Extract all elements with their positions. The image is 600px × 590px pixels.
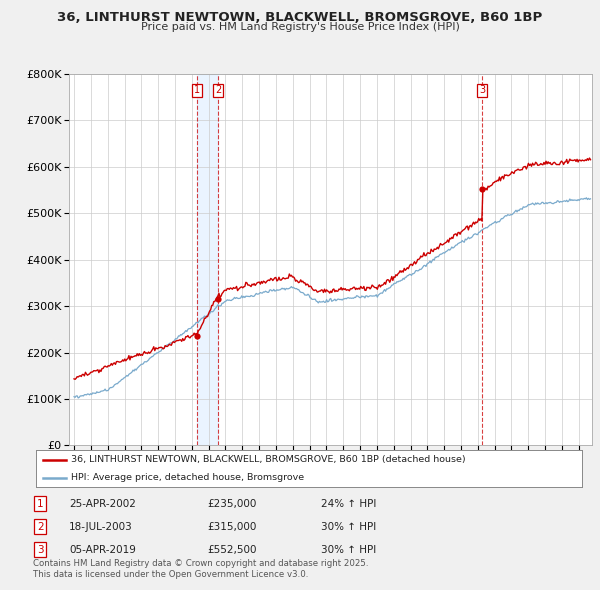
- Text: 24% ↑ HPI: 24% ↑ HPI: [321, 499, 376, 509]
- Text: 30% ↑ HPI: 30% ↑ HPI: [321, 522, 376, 532]
- Text: 36, LINTHURST NEWTOWN, BLACKWELL, BROMSGROVE, B60 1BP: 36, LINTHURST NEWTOWN, BLACKWELL, BROMSG…: [58, 11, 542, 24]
- Text: 05-APR-2019: 05-APR-2019: [69, 545, 136, 555]
- Text: 1: 1: [37, 499, 44, 509]
- Text: 2: 2: [215, 86, 221, 96]
- Text: 25-APR-2002: 25-APR-2002: [69, 499, 136, 509]
- Bar: [197, 74, 218, 445]
- Text: 1: 1: [194, 86, 200, 96]
- Text: Contains HM Land Registry data © Crown copyright and database right 2025.
This d: Contains HM Land Registry data © Crown c…: [33, 559, 368, 579]
- Text: 3: 3: [37, 545, 44, 555]
- Text: 18-JUL-2003: 18-JUL-2003: [69, 522, 133, 532]
- Text: 3: 3: [479, 86, 485, 96]
- Text: £552,500: £552,500: [207, 545, 257, 555]
- Text: 2: 2: [37, 522, 44, 532]
- Text: 30% ↑ HPI: 30% ↑ HPI: [321, 545, 376, 555]
- Text: £235,000: £235,000: [207, 499, 256, 509]
- Text: £315,000: £315,000: [207, 522, 256, 532]
- Text: Price paid vs. HM Land Registry's House Price Index (HPI): Price paid vs. HM Land Registry's House …: [140, 22, 460, 32]
- Text: 36, LINTHURST NEWTOWN, BLACKWELL, BROMSGROVE, B60 1BP (detached house): 36, LINTHURST NEWTOWN, BLACKWELL, BROMSG…: [71, 455, 466, 464]
- Text: HPI: Average price, detached house, Bromsgrove: HPI: Average price, detached house, Brom…: [71, 473, 305, 483]
